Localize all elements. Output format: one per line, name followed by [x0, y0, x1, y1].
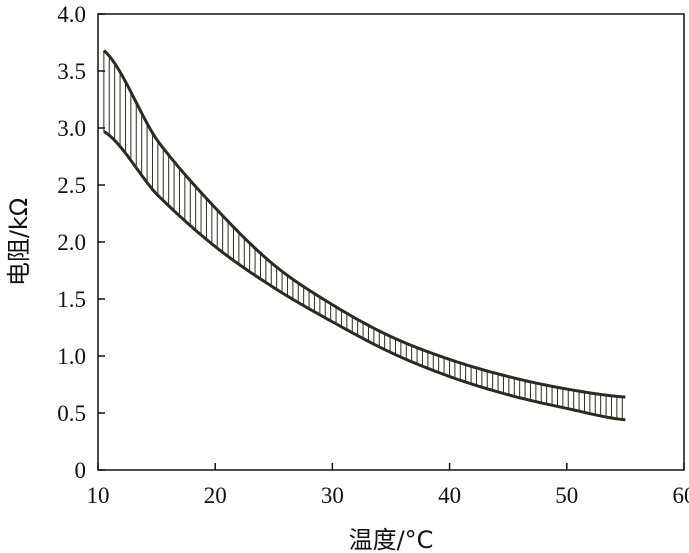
plot-frame — [97, 13, 685, 471]
x-tick-label: 50 — [555, 483, 578, 508]
lower-bound-curve — [103, 130, 626, 422]
y-tick-label: 0 — [75, 458, 87, 483]
upper-bound-curve — [102, 49, 626, 399]
y-tick-label: 0.5 — [57, 401, 86, 426]
y-tick-label: 4.0 — [57, 2, 86, 27]
x-tick-label: 20 — [204, 483, 227, 508]
band-hatching — [103, 50, 623, 420]
x-tick-label: 10 — [87, 483, 110, 508]
x-axis-ticks: 10 20 30 40 50 60 — [87, 463, 689, 508]
y-tick-label: 1.5 — [57, 287, 86, 312]
y-tick-label: 2.5 — [57, 173, 86, 198]
series-layer — [102, 49, 626, 422]
x-tick-label: 30 — [321, 483, 344, 508]
y-tick-label: 3.0 — [57, 116, 86, 141]
y-tick-label: 3.5 — [57, 59, 86, 84]
x-tick-label: 40 — [438, 483, 461, 508]
y-axis-label: 电阻/kΩ — [5, 198, 33, 286]
y-tick-label: 1.0 — [57, 344, 86, 369]
x-axis-label: 温度/°C — [349, 526, 434, 553]
y-tick-label: 2.0 — [57, 230, 86, 255]
x-tick-label: 60 — [673, 483, 689, 508]
y-axis-ticks: 0 0.5 1.0 1.5 2.0 2.5 3.0 3.5 4.0 — [57, 2, 105, 483]
